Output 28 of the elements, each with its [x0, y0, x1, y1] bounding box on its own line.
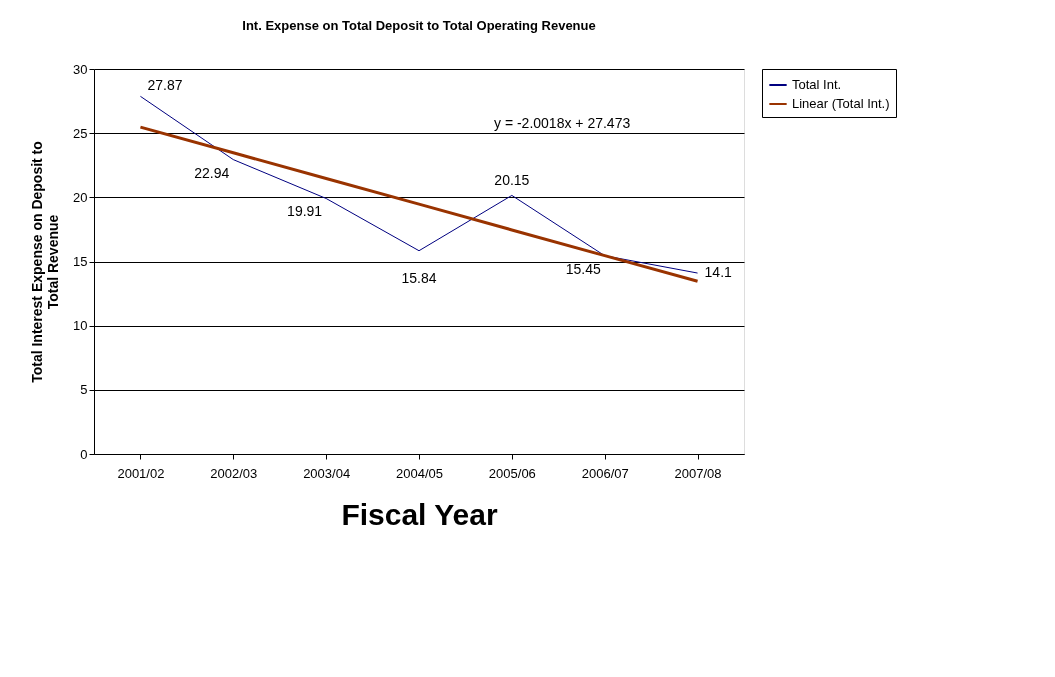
data-label: 22.94: [194, 164, 230, 181]
data-label: 27.87: [147, 77, 183, 94]
x-axis-title: Fiscal Year: [341, 497, 498, 531]
y-tick-label: 10: [73, 318, 88, 334]
x-tick-label: 2007/08: [674, 465, 722, 481]
chart-title: Int. Expense on Total Deposit to Total Operating Revenue: [242, 18, 596, 33]
y-tick-label: 5: [80, 382, 88, 398]
x-tick-label: 2001/02: [117, 465, 165, 481]
line-series: [139, 95, 699, 274]
y-tick-label: 15: [73, 254, 88, 269]
x-tick-label: 2004/05: [396, 465, 443, 481]
y-tick-label: 30: [73, 61, 88, 77]
data-label: 19.91: [287, 203, 323, 220]
data-label: 15.84: [401, 269, 437, 286]
x-tick-label: 2002/03: [210, 465, 258, 481]
x-tick-label: 2003/04: [303, 465, 351, 481]
legend-label: Linear (Total Int.): [792, 96, 890, 111]
legend-label: Total Int.: [792, 77, 842, 92]
x-tick-label: 2006/07: [581, 465, 629, 481]
y-tick-label: 25: [73, 125, 88, 141]
y-tick-label: 20: [73, 189, 88, 205]
y-tick-label: 0: [80, 446, 88, 462]
x-tick-label: 2005/06: [488, 465, 536, 481]
data-label: 20.15: [494, 172, 530, 189]
annotation: y = -2.0018x + 27.473: [494, 115, 631, 131]
data-label: 14.1: [704, 264, 733, 281]
y-axis-title: Total Interest Expense on Deposit to Total Revenue: [29, 141, 62, 383]
data-label: 15.45: [565, 260, 601, 277]
